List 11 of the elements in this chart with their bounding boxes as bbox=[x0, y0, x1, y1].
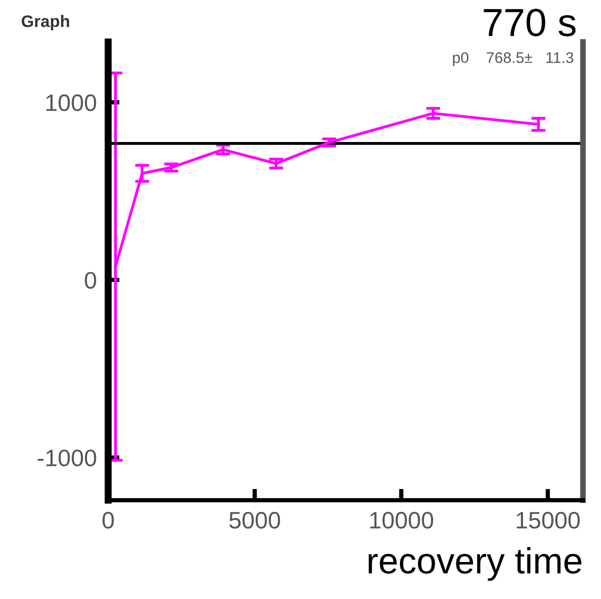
y-tick-label: 0 bbox=[84, 272, 96, 289]
chart-title: Graph bbox=[22, 14, 70, 30]
y-tick-label: 1000 bbox=[46, 94, 96, 112]
x-tick-label: 0 bbox=[102, 512, 114, 529]
y-tick-label: -1000 bbox=[38, 450, 96, 466]
x-axis-title: recovery time bbox=[368, 547, 582, 581]
annotation: p0 768.5± 11.3 bbox=[453, 52, 574, 66]
x-tick-label: 15000 bbox=[516, 512, 580, 529]
text: 770 s bbox=[484, 8, 576, 36]
x-tick-label: 5000 bbox=[229, 512, 280, 529]
x-tick-label: 10000 bbox=[370, 512, 434, 529]
